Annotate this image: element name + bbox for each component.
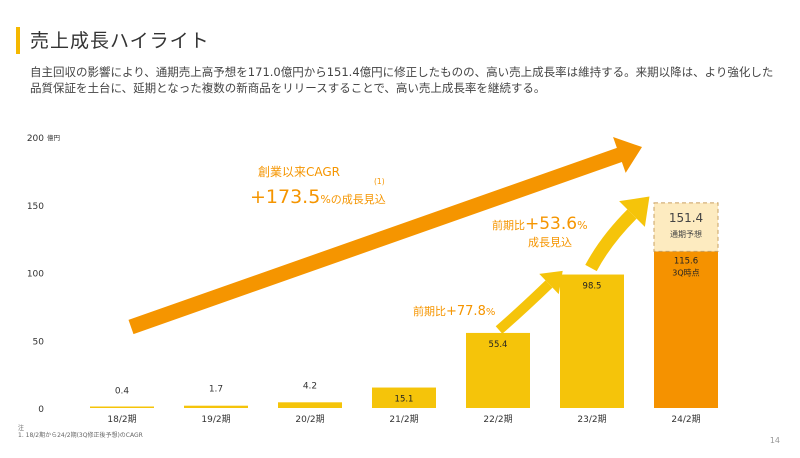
y-tick-label: 50 [33,337,45,347]
bar [654,251,718,408]
x-tick-label: 20/2期 [295,414,324,425]
bar [560,274,624,408]
y-tick-label: 200 [27,134,44,144]
data-label: 15.1 [395,395,414,405]
x-tick-label: 22/2期 [483,414,512,425]
yoy-arrow-1-shaft [495,280,553,334]
y-tick-label: 0 [38,405,44,415]
forecast-box [653,202,719,252]
yoy-2-subtext: 成長見込 [528,236,572,249]
forecast-value-label: 151.4 [669,211,703,225]
cagr-footnote-mark: (1) [374,177,385,186]
yoy-arrow-2-head [619,196,650,227]
page-title: 売上成長ハイライト [30,30,210,52]
bar [184,405,248,408]
x-tick-label: 23/2期 [577,414,606,425]
cagr-title: 創業以来CAGR [258,165,340,179]
data-label: 1.7 [209,385,223,395]
data-label: 115.6 [674,256,698,266]
bar [278,402,342,408]
data-label: 98.5 [583,282,602,292]
data-label: 0.4 [115,386,130,396]
x-tick-label: 18/2期 [107,414,136,425]
forecast-caption: 通期予想 [670,229,702,239]
q3-caption: 3Q時点 [672,268,699,277]
y-tick-label: 100 [27,270,44,280]
yoy-arrow-1-head [539,270,563,295]
cagr-value-text: +173.5%の成長見込 [250,186,386,208]
title-accent-bar [16,27,20,54]
y-axis-unit: 億円 [47,133,60,142]
data-label: 55.4 [489,340,508,350]
yoy-2-text: 前期比+53.6% [492,214,588,234]
yoy-arrow-2-shaft [585,209,637,272]
data-label: 4.2 [303,381,317,391]
page-number: 14 [769,436,780,445]
footnote-heading: 注 [18,425,25,432]
x-tick-label: 21/2期 [389,414,418,425]
cagr-arrow [128,137,643,335]
footnote-text: 1. 18/2期から24/2期(3Q修正後予想)のCAGR [18,432,143,439]
x-tick-label: 24/2期 [671,414,700,425]
yoy-1-text: 前期比+77.8% [413,304,495,319]
bar [466,332,530,408]
lead-text: 自主回収の影響により、通期売上高予想を171.0億円から151.4億円に修正した… [30,65,774,95]
x-tick-label: 19/2期 [201,414,230,425]
bar [90,406,154,408]
bar [372,387,436,408]
y-tick-label: 150 [27,202,44,212]
